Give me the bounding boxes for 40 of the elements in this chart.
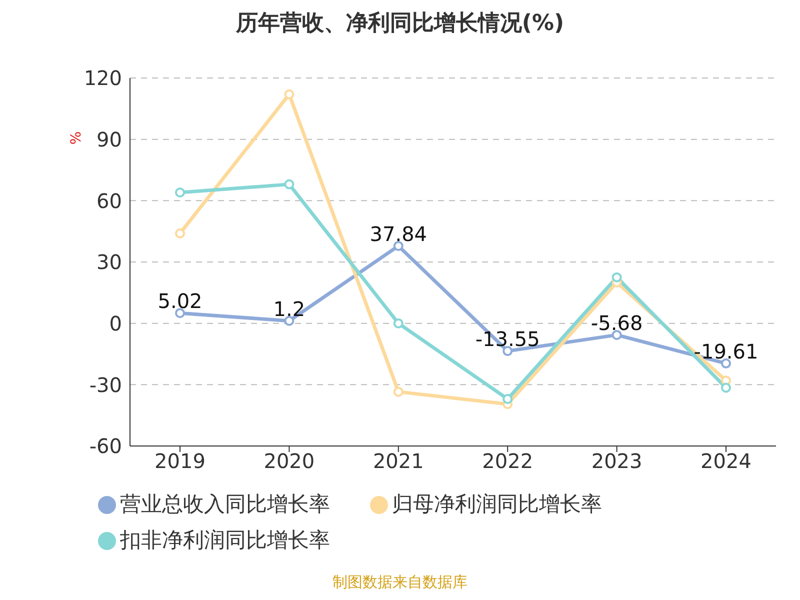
point (721, 358, 731, 368)
data-label: 37.84 (370, 222, 428, 246)
y-axis-title: % (68, 131, 85, 145)
point (393, 386, 404, 397)
point (721, 382, 731, 393)
x-tick-label: 2024 (700, 449, 752, 474)
chart-title: 历年营收、净利同比增长情况(%) (234, 10, 566, 38)
data-label: 1.2 (273, 296, 306, 321)
point (612, 330, 622, 340)
data-label: 5.02 (158, 289, 202, 314)
legend-label: 扣非净利润同比增长率 (120, 528, 330, 552)
data-label: -13.55 (475, 327, 540, 352)
point (393, 318, 404, 328)
point (502, 346, 513, 356)
data-label: -19.61 (694, 339, 758, 364)
point (393, 240, 404, 251)
point (284, 89, 294, 100)
y-tick-label: 90 (96, 127, 122, 152)
point (175, 187, 185, 198)
data-label: -5.68 (590, 310, 643, 335)
y-tick-label: 60 (96, 188, 122, 213)
x-tick-label: 2022 (482, 449, 534, 474)
x-tick-label: 2023 (591, 449, 642, 474)
y-tick-label: -30 (89, 372, 122, 397)
y-tick-label: 30 (96, 250, 122, 274)
y-tick-label: 120 (84, 66, 122, 90)
point (175, 228, 185, 238)
y-tick-label: 0 (109, 311, 122, 336)
text: 制图数据来自数据库 (332, 573, 468, 592)
point (284, 179, 294, 190)
point (612, 272, 622, 282)
legend-label: 营业总收入同比增长率 (120, 492, 330, 516)
x-tick-label: 2021 (372, 449, 424, 474)
x-tick-label: 2020 (264, 449, 315, 474)
point (284, 316, 294, 326)
point (502, 394, 513, 404)
point (175, 308, 185, 318)
y-tick-label: -60 (89, 434, 122, 458)
legend-label: 归母净利润同比增长率 (392, 492, 602, 516)
x-tick-label: 2019 (154, 449, 206, 474)
